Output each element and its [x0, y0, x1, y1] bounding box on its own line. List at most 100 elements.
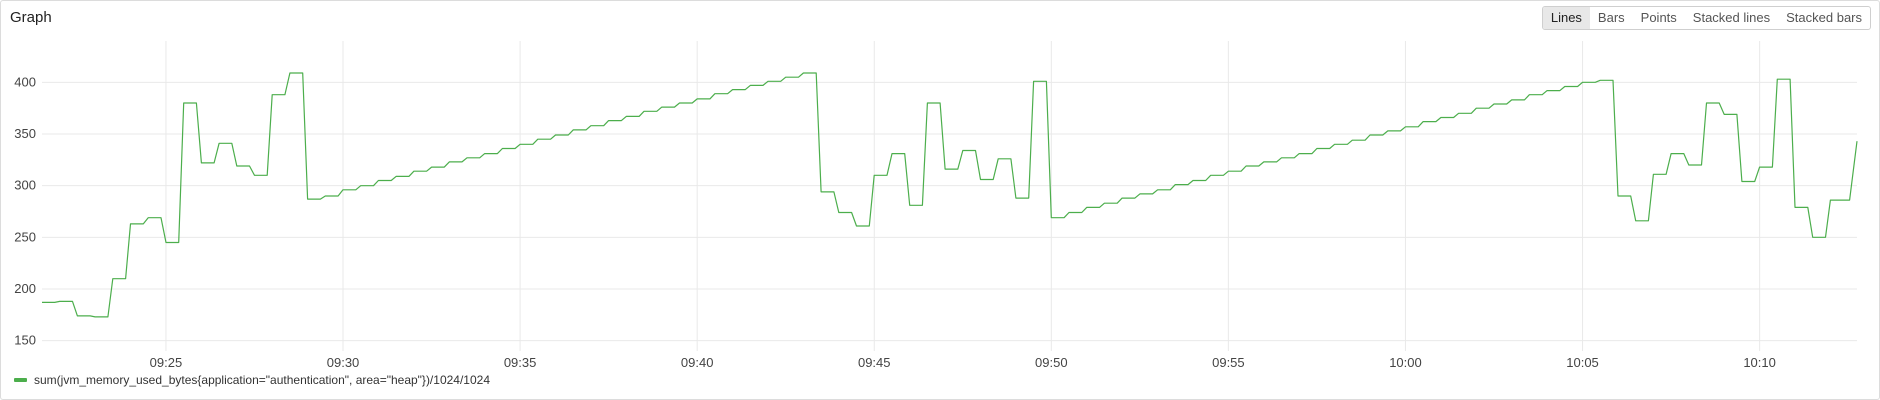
data-point[interactable]	[1775, 77, 1780, 82]
data-point[interactable]	[943, 167, 948, 172]
data-point[interactable]	[1226, 169, 1231, 174]
data-point[interactable]	[305, 197, 310, 202]
data-point[interactable]	[996, 156, 1001, 161]
data-point[interactable]	[1013, 196, 1018, 201]
data-point[interactable]	[571, 127, 576, 132]
data-point[interactable]	[925, 101, 930, 106]
data-point[interactable]	[1403, 124, 1408, 129]
data-point[interactable]	[1793, 205, 1798, 210]
data-point[interactable]	[358, 183, 363, 188]
data-point[interactable]	[1615, 194, 1620, 199]
data-point[interactable]	[1704, 101, 1709, 106]
data-point[interactable]	[1509, 97, 1514, 102]
data-point[interactable]	[588, 123, 593, 128]
data-point[interactable]	[1810, 235, 1815, 240]
data-point[interactable]	[1208, 173, 1213, 178]
data-point[interactable]	[57, 299, 62, 304]
data-point[interactable]	[1067, 210, 1072, 215]
data-point[interactable]	[872, 173, 877, 178]
data-point[interactable]	[1722, 112, 1727, 117]
data-point[interactable]	[411, 169, 416, 174]
data-point[interactable]	[1084, 205, 1089, 210]
data-point[interactable]	[1137, 191, 1142, 196]
data-point[interactable]	[1598, 78, 1603, 83]
data-point[interactable]	[553, 133, 558, 138]
data-point[interactable]	[1527, 92, 1532, 97]
data-point[interactable]	[199, 160, 204, 165]
data-point[interactable]	[766, 79, 771, 84]
data-point[interactable]	[1580, 80, 1585, 85]
data-point[interactable]	[1545, 88, 1550, 93]
data-point[interactable]	[907, 203, 912, 208]
data-point[interactable]	[181, 101, 186, 106]
data-point[interactable]	[75, 313, 80, 318]
data-point[interactable]	[535, 137, 540, 142]
mode-stacked-bars-button[interactable]: Stacked bars	[1786, 10, 1862, 25]
data-point[interactable]	[1190, 178, 1195, 183]
data-point[interactable]	[287, 71, 292, 76]
data-point[interactable]	[163, 240, 168, 245]
data-point[interactable]	[518, 142, 523, 147]
data-point[interactable]	[1633, 218, 1638, 223]
legend-label[interactable]: sum(jvm_memory_used_bytes{application="a…	[34, 373, 490, 387]
data-point[interactable]	[1421, 119, 1426, 124]
data-point[interactable]	[1474, 106, 1479, 111]
mode-bars-button[interactable]: Bars	[1597, 10, 1625, 25]
data-point[interactable]	[1492, 102, 1497, 107]
data-point[interactable]	[1350, 138, 1355, 143]
data-point[interactable]	[1562, 84, 1567, 89]
data-point[interactable]	[1031, 79, 1036, 84]
data-point[interactable]	[217, 141, 222, 146]
mode-stacked-lines-button[interactable]: Stacked lines	[1692, 10, 1771, 25]
data-point[interactable]	[819, 189, 824, 194]
data-point[interactable]	[854, 223, 859, 228]
data-point[interactable]	[500, 146, 505, 151]
data-point[interactable]	[146, 215, 151, 220]
data-point[interactable]	[1651, 172, 1656, 177]
data-point[interactable]	[128, 221, 133, 226]
data-point[interactable]	[1261, 159, 1266, 164]
data-point[interactable]	[1049, 215, 1054, 220]
mode-points-button[interactable]: Points	[1640, 10, 1677, 25]
data-point[interactable]	[659, 105, 664, 110]
data-point[interactable]	[1173, 182, 1178, 187]
data-point[interactable]	[1368, 133, 1373, 138]
data-point[interactable]	[801, 71, 806, 76]
data-point[interactable]	[394, 174, 399, 179]
data-point[interactable]	[1155, 187, 1160, 192]
data-point[interactable]	[624, 114, 629, 119]
data-point[interactable]	[270, 92, 275, 97]
data-point[interactable]	[1244, 164, 1249, 169]
data-point[interactable]	[341, 187, 346, 192]
data-point[interactable]	[1332, 142, 1337, 147]
data-point[interactable]	[1828, 198, 1833, 203]
data-point[interactable]	[1279, 155, 1284, 160]
data-point[interactable]	[464, 155, 469, 160]
data-point[interactable]	[748, 83, 753, 88]
data-point[interactable]	[93, 314, 98, 319]
data-point[interactable]	[1438, 115, 1443, 120]
data-point[interactable]	[695, 96, 700, 101]
data-point[interactable]	[447, 159, 452, 164]
data-point[interactable]	[1314, 146, 1319, 151]
data-point[interactable]	[1739, 179, 1744, 184]
data-point[interactable]	[1297, 151, 1302, 156]
data-point[interactable]	[1102, 201, 1107, 206]
data-point[interactable]	[110, 276, 115, 281]
data-point[interactable]	[960, 148, 965, 153]
data-point[interactable]	[376, 178, 381, 183]
data-point[interactable]	[1757, 165, 1762, 170]
data-point[interactable]	[323, 194, 328, 199]
data-point[interactable]	[836, 210, 841, 215]
data-point[interactable]	[889, 151, 894, 156]
data-point[interactable]	[1456, 111, 1461, 116]
mode-lines-button[interactable]: Lines	[1542, 7, 1590, 29]
data-point[interactable]	[783, 75, 788, 80]
data-point[interactable]	[1669, 151, 1674, 156]
data-point[interactable]	[1686, 163, 1691, 168]
data-point[interactable]	[429, 165, 434, 170]
data-point[interactable]	[252, 173, 257, 178]
data-point[interactable]	[642, 109, 647, 114]
data-point[interactable]	[677, 101, 682, 106]
data-point[interactable]	[1385, 128, 1390, 133]
